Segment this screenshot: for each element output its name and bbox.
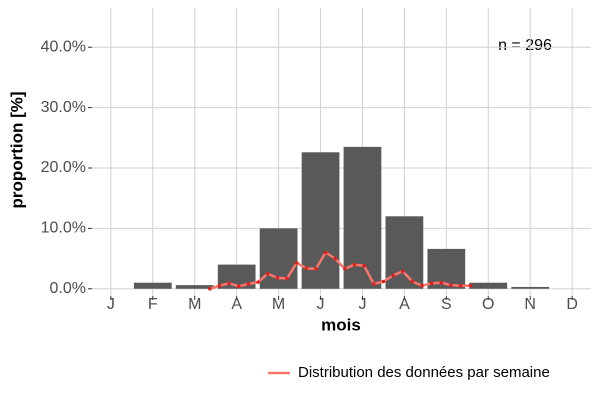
y-tick-label: 10.0% <box>41 220 86 237</box>
y-tick-label: 20.0% <box>41 159 86 176</box>
x-tick-label: A <box>231 296 242 313</box>
line-point <box>420 283 424 288</box>
line-point <box>285 276 289 281</box>
line-point <box>371 282 376 286</box>
line-point <box>333 256 338 261</box>
line-point <box>458 283 463 288</box>
x-tick-label: O <box>482 296 494 313</box>
line-point <box>217 283 222 288</box>
bar <box>133 282 172 289</box>
bar <box>469 282 508 289</box>
line-point <box>227 281 231 286</box>
line-point <box>429 281 434 286</box>
bar <box>259 228 298 289</box>
x-tick-label: M <box>188 296 201 313</box>
line-point <box>323 250 328 255</box>
line-point <box>352 262 357 267</box>
line-point <box>400 269 405 274</box>
bar <box>301 152 340 289</box>
y-tick-label: 40.0% <box>41 38 86 55</box>
x-tick-label: J <box>358 296 366 313</box>
x-tick-label: D <box>566 296 578 313</box>
x-tick-label: F <box>148 296 158 313</box>
line-point <box>449 283 453 287</box>
y-tick-label: 0.0% <box>50 280 86 297</box>
y-axis-title: proportion [%] <box>7 91 26 208</box>
line-point <box>275 276 280 280</box>
line-point <box>468 283 473 288</box>
x-axis-title: mois <box>321 315 361 334</box>
y-tick-label: 30.0% <box>41 99 86 116</box>
line-point <box>391 273 395 278</box>
line-point <box>265 271 270 276</box>
line-point <box>314 267 318 271</box>
line-point <box>381 279 386 284</box>
line-point <box>208 286 212 291</box>
legend-label: Distribution des données par semaine <box>298 364 550 381</box>
line-point <box>362 264 366 268</box>
line-point <box>304 266 309 271</box>
x-tick-label: J <box>317 296 325 313</box>
bar <box>175 285 214 289</box>
line-point <box>294 260 299 265</box>
line-point <box>410 279 415 284</box>
x-tick-label: M <box>272 296 285 313</box>
x-tick-label: J <box>107 296 115 313</box>
line-point <box>256 280 260 284</box>
line-point <box>439 280 444 285</box>
line-point <box>246 282 251 286</box>
line-point <box>343 267 347 271</box>
annotation: n = 296 <box>498 37 552 54</box>
bar <box>511 286 550 289</box>
x-tick-label: N <box>524 296 536 313</box>
line-point <box>236 284 241 289</box>
x-tick-label: A <box>399 296 410 313</box>
x-tick-label: S <box>441 296 452 313</box>
line-series <box>209 250 471 290</box>
